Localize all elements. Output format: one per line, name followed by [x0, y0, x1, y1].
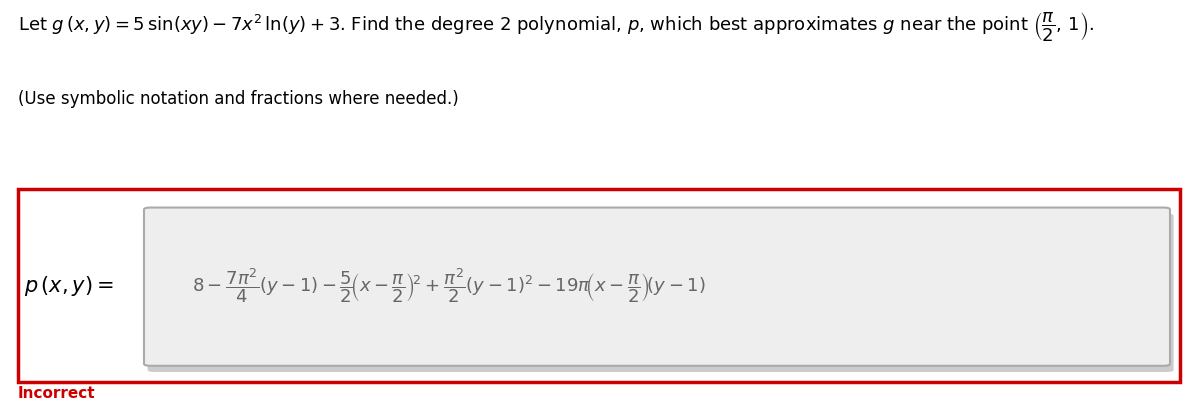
FancyBboxPatch shape [148, 214, 1174, 372]
Text: Let $g\,(x, y) = 5\,\mathrm{sin}(xy) - 7x^2\,\mathrm{ln}(y) + 3$. Find the degre: Let $g\,(x, y) = 5\,\mathrm{sin}(xy) - 7… [18, 10, 1094, 43]
Text: (Use symbolic notation and fractions where needed.): (Use symbolic notation and fractions whe… [18, 90, 458, 109]
FancyBboxPatch shape [144, 208, 1170, 366]
Text: Incorrect: Incorrect [18, 386, 96, 401]
Text: $8 - \dfrac{7\pi^2}{4}(y-1) - \dfrac{5}{2}\!\left(x - \dfrac{\pi}{2}\right)^{\!2: $8 - \dfrac{7\pi^2}{4}(y-1) - \dfrac{5}{… [192, 266, 706, 305]
FancyBboxPatch shape [18, 189, 1180, 382]
Text: $p\,(x, y) =$: $p\,(x, y) =$ [24, 274, 114, 298]
